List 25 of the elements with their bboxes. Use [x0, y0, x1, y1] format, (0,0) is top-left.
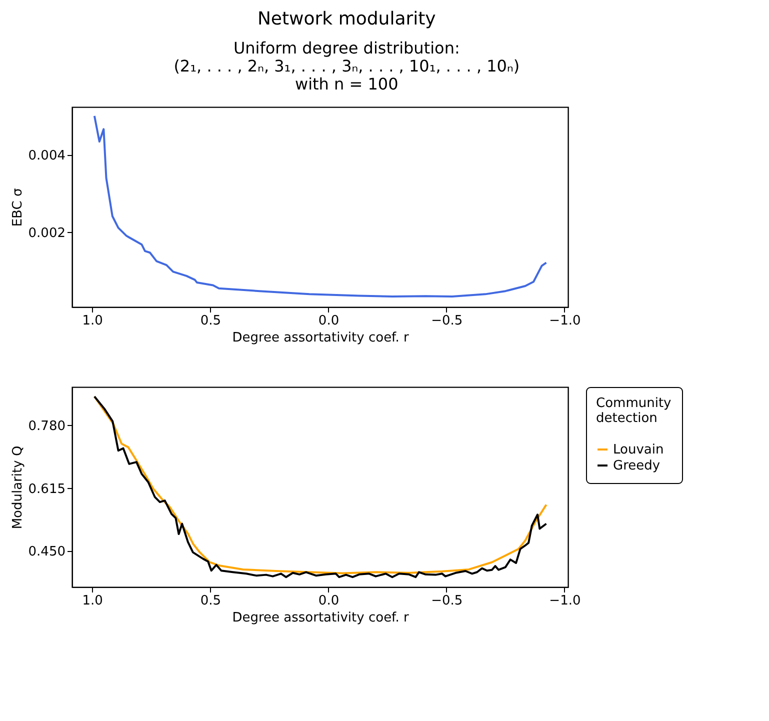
x-tick-label: 0.5 [200, 594, 222, 608]
y-tick-label: 0.002 [28, 226, 66, 241]
legend-label: Louvain [613, 442, 664, 458]
y-tick-label: 0.615 [28, 482, 66, 497]
x-tick-label: −1.0 [549, 314, 581, 328]
x-tick-label: 0.5 [200, 314, 222, 328]
line-series [93, 114, 548, 298]
y-tick-label: 0.450 [28, 544, 66, 560]
x-axis-title: Degree assortativity coef. r [232, 610, 410, 626]
legend-label: Greedy [613, 458, 660, 474]
chart-title: Network modularity [257, 8, 436, 30]
x-tick-label: 0.0 [318, 314, 340, 328]
x-tick-label: −0.5 [431, 314, 463, 328]
y-axis-title: EBC σ [10, 188, 26, 227]
x-tick-label: −0.5 [431, 594, 463, 608]
y-tick-label: 0.004 [28, 148, 66, 164]
legend-title: Community detection [596, 396, 672, 426]
chart-subtitle: Uniform degree distribution: (2₁, . . . , 2ₙ, 3₁, . . . , 3ₙ, . . . , 10₁, . . . , 10ₙ) with n = 100 [174, 38, 520, 94]
x-tick-label: 1.0 [82, 314, 103, 328]
x-tick-label: −1.0 [549, 594, 581, 608]
y-axis-title: Modularity Q [10, 446, 26, 530]
y-tick-label: 0.780 [28, 418, 66, 434]
x-tick-label: 1.0 [82, 594, 103, 608]
x-axis-title: Degree assortativity coef. r [232, 330, 410, 346]
x-tick-label: 0.0 [318, 594, 340, 608]
